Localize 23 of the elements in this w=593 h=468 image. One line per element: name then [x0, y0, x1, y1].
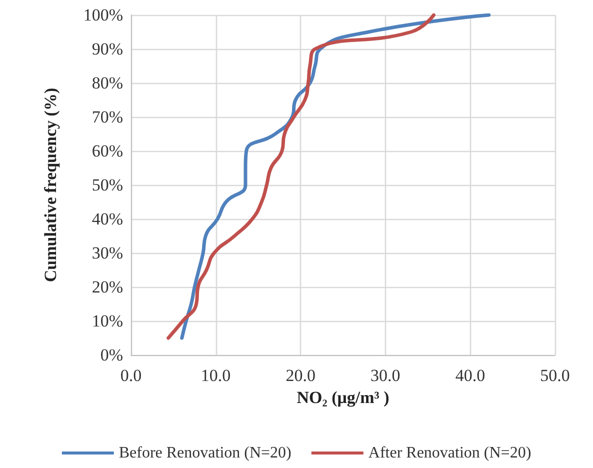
y-tick-label: 60%	[92, 142, 123, 160]
legend-label: Before Renovation (N=20)	[118, 444, 292, 462]
y-tick-label: 30%	[92, 244, 123, 262]
x-tick-label: 20.0	[286, 366, 316, 385]
line-series	[180, 13, 491, 340]
y-tick-label: 100%	[83, 6, 123, 24]
x-tick-label: 40.0	[455, 366, 486, 385]
y-tick-label: 50%	[92, 176, 123, 194]
x-tick-label: 30.0	[370, 366, 400, 385]
legend-label: After Renovation (N=20)	[368, 444, 532, 462]
line-series	[166, 13, 436, 340]
y-axis-title: Cumulative frequency (%)	[41, 88, 60, 282]
y-tick-label: 0%	[100, 346, 123, 364]
x-tick-label: 10.0	[200, 366, 231, 385]
x-axis-title: NO₂ (μg/m³ )	[296, 388, 390, 407]
y-tick-label: 40%	[92, 210, 123, 228]
y-tick-label: 80%	[92, 74, 123, 92]
x-tick-label: 0.0	[120, 366, 142, 385]
y-tick-label: 10%	[92, 312, 123, 330]
y-tick-label: 70%	[92, 108, 123, 126]
x-tick-label: 50.0	[540, 366, 570, 385]
y-tick-label: 90%	[92, 40, 123, 58]
y-tick-label: 20%	[92, 278, 123, 296]
